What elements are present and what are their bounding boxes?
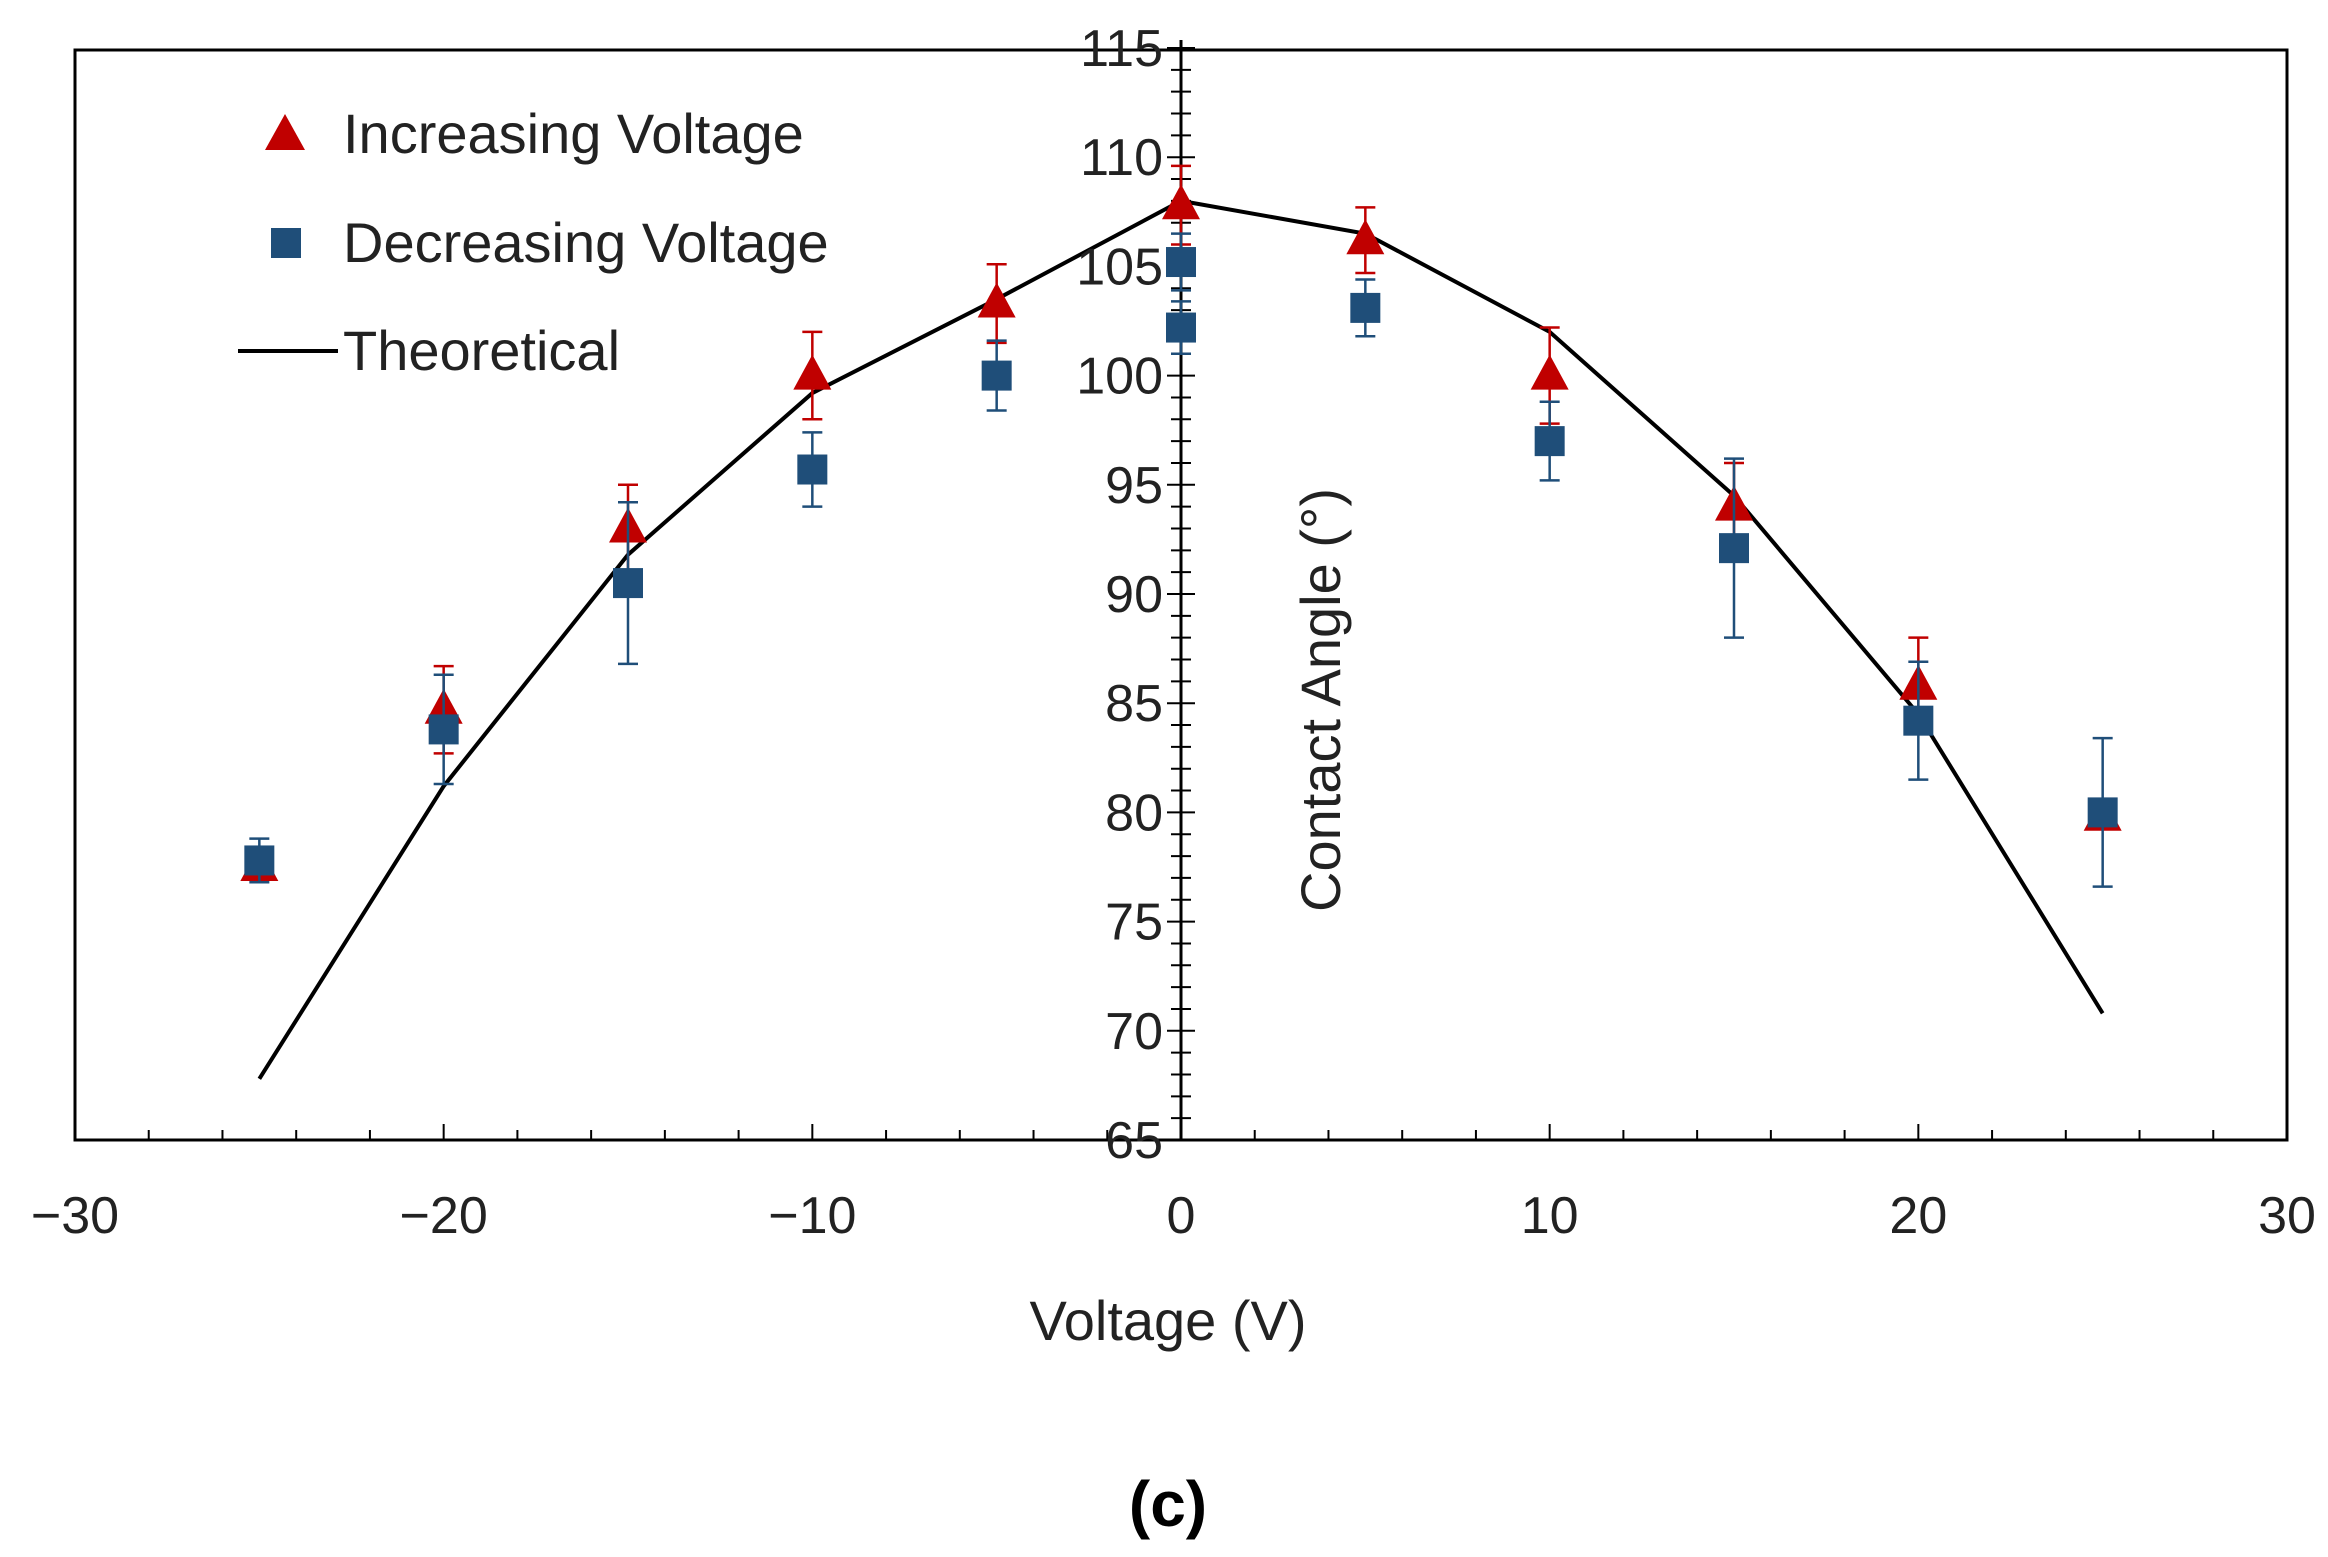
x-tick-label: 0 xyxy=(1167,1187,1196,1245)
increasing-voltage-point xyxy=(793,330,832,421)
y-tick-label: 80 xyxy=(1105,784,1163,842)
y-axis-title: Contact Angle (°) xyxy=(1289,488,1352,912)
square-marker xyxy=(428,714,459,745)
figure-caption: (c) xyxy=(1129,1468,1207,1540)
legend-label-decreasing: Decreasing Voltage xyxy=(343,211,829,274)
decreasing-voltage-point xyxy=(1903,660,1934,781)
triangle-marker xyxy=(977,282,1016,318)
triangle-marker xyxy=(1346,219,1385,255)
decreasing-voltage-point xyxy=(1719,457,1749,639)
square-marker xyxy=(1166,312,1196,343)
decreasing-voltage-point xyxy=(1166,300,1196,356)
y-tick-label: 95 xyxy=(1105,457,1163,515)
y-tick-label: 70 xyxy=(1105,1003,1163,1061)
square-marker xyxy=(1534,426,1565,457)
y-tick-label: 65 xyxy=(1105,1112,1163,1170)
x-tick-label: −30 xyxy=(31,1187,119,1245)
triangle-marker xyxy=(1530,354,1569,390)
legend: Increasing Voltage Decreasing Voltage Th… xyxy=(238,102,829,382)
x-tick-label: 10 xyxy=(1521,1187,1579,1245)
decreasing-voltage-point xyxy=(981,339,1012,412)
square-marker xyxy=(797,454,828,485)
y-tick-label: 90 xyxy=(1105,566,1163,624)
data-points-layer xyxy=(240,164,2122,888)
square-marker xyxy=(244,845,275,876)
square-marker xyxy=(1719,533,1749,564)
legend-triangle-icon xyxy=(265,114,305,150)
increasing-voltage-point xyxy=(977,262,1016,345)
y-tick-label: 75 xyxy=(1105,894,1163,952)
square-marker xyxy=(1166,247,1196,278)
legend-square-icon xyxy=(271,228,301,258)
y-tick-label: 100 xyxy=(1076,348,1163,406)
x-tick-label: −10 xyxy=(768,1187,856,1245)
y-tick-label: 115 xyxy=(1080,20,1163,78)
square-marker xyxy=(613,568,643,599)
legend-label-increasing: Increasing Voltage xyxy=(343,102,804,165)
triangle-marker xyxy=(1162,184,1200,220)
tick-labels: −30 −20 −10 0 10 20 30 65 70 75 80 85 90 95 100 105 110 1… xyxy=(31,20,2316,1245)
square-marker xyxy=(2087,797,2118,828)
decreasing-voltage-point xyxy=(1166,232,1196,292)
decreasing-voltage-point xyxy=(613,501,643,666)
legend-label-theoretical: Theoretical xyxy=(343,319,620,382)
y-tick-label: 105 xyxy=(1076,238,1163,296)
decreasing-voltage-point xyxy=(244,837,275,884)
y-tick-label: 85 xyxy=(1105,675,1163,733)
x-tick-label: 30 xyxy=(2258,1187,2316,1245)
decreasing-voltage-point xyxy=(428,673,459,786)
square-marker xyxy=(981,360,1012,391)
x-tick-label: −20 xyxy=(400,1187,488,1245)
decreasing-voltage-point xyxy=(1534,400,1565,482)
increasing-voltage-point xyxy=(1346,206,1385,275)
square-marker xyxy=(1903,705,1934,736)
triangle-marker xyxy=(793,354,832,390)
decreasing-voltage-point xyxy=(2087,736,2118,888)
increasing-voltage-point xyxy=(1162,164,1200,246)
square-marker xyxy=(1350,292,1381,323)
y-tick-label: 110 xyxy=(1080,129,1163,187)
x-tick-label: 20 xyxy=(1889,1187,1947,1245)
decreasing-voltage-point xyxy=(1350,278,1381,338)
decreasing-voltage-point xyxy=(797,431,828,508)
x-axis-title: Voltage (V) xyxy=(1029,1289,1306,1352)
